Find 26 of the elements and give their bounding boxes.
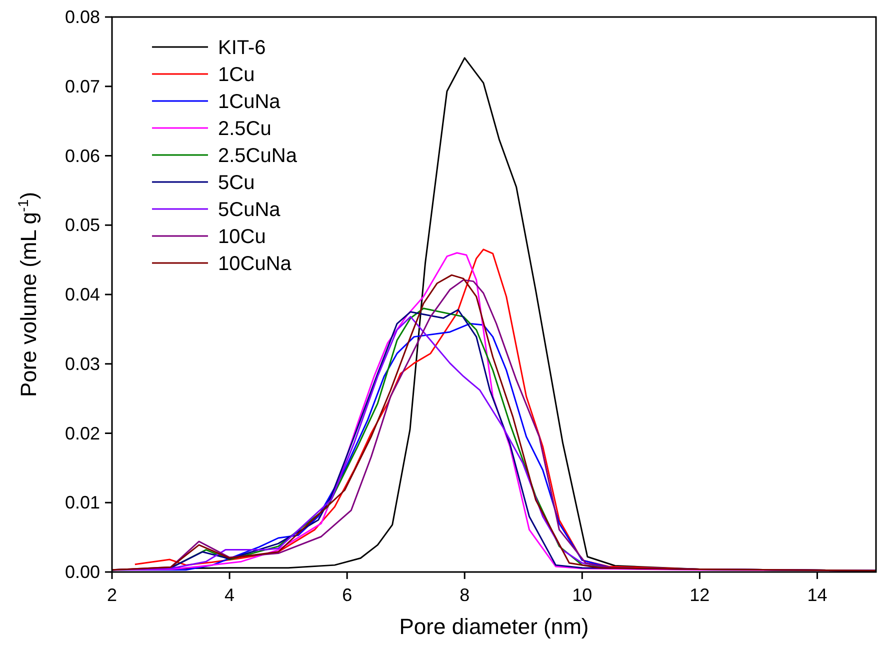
legend-label: 5CuNa — [218, 199, 282, 221]
x-tick-label: 10 — [572, 585, 592, 605]
legend-label: 1Cu — [218, 64, 255, 86]
y-tick-label: 0.02 — [64, 423, 100, 444]
legend-label: 2.5Cu — [218, 118, 272, 140]
x-tick-label: 8 — [460, 585, 470, 605]
x-tick-label: 12 — [690, 585, 710, 605]
y-tick-label: 0.03 — [64, 354, 100, 374]
x-tick-label: 2 — [106, 585, 118, 605]
x-tick-label: 6 — [342, 585, 352, 605]
legend-label: 10Cu — [218, 226, 266, 248]
legend-label: 5Cu — [218, 172, 255, 194]
y-tick-label: 0.08 — [64, 7, 100, 27]
x-tick-label: 4 — [224, 585, 235, 605]
y-tick-label: 0.04 — [64, 284, 100, 304]
legend-label: 2.5CuNa — [218, 145, 298, 167]
y-tick-label: 0.01 — [64, 492, 100, 513]
y-tick-label: 0.05 — [64, 215, 100, 236]
legend-label: 1CuNa — [218, 91, 282, 113]
y-tick-label: 0.00 — [64, 562, 100, 582]
legend-label: 10CuNa — [218, 253, 292, 275]
x-axis-title: Pore diameter (nm) — [399, 614, 589, 639]
y-tick-label: 0.07 — [64, 76, 100, 96]
legend-label: KIT-6 — [218, 37, 266, 59]
x-tick-label: 14 — [807, 585, 828, 605]
y-tick-label: 0.06 — [64, 146, 100, 166]
